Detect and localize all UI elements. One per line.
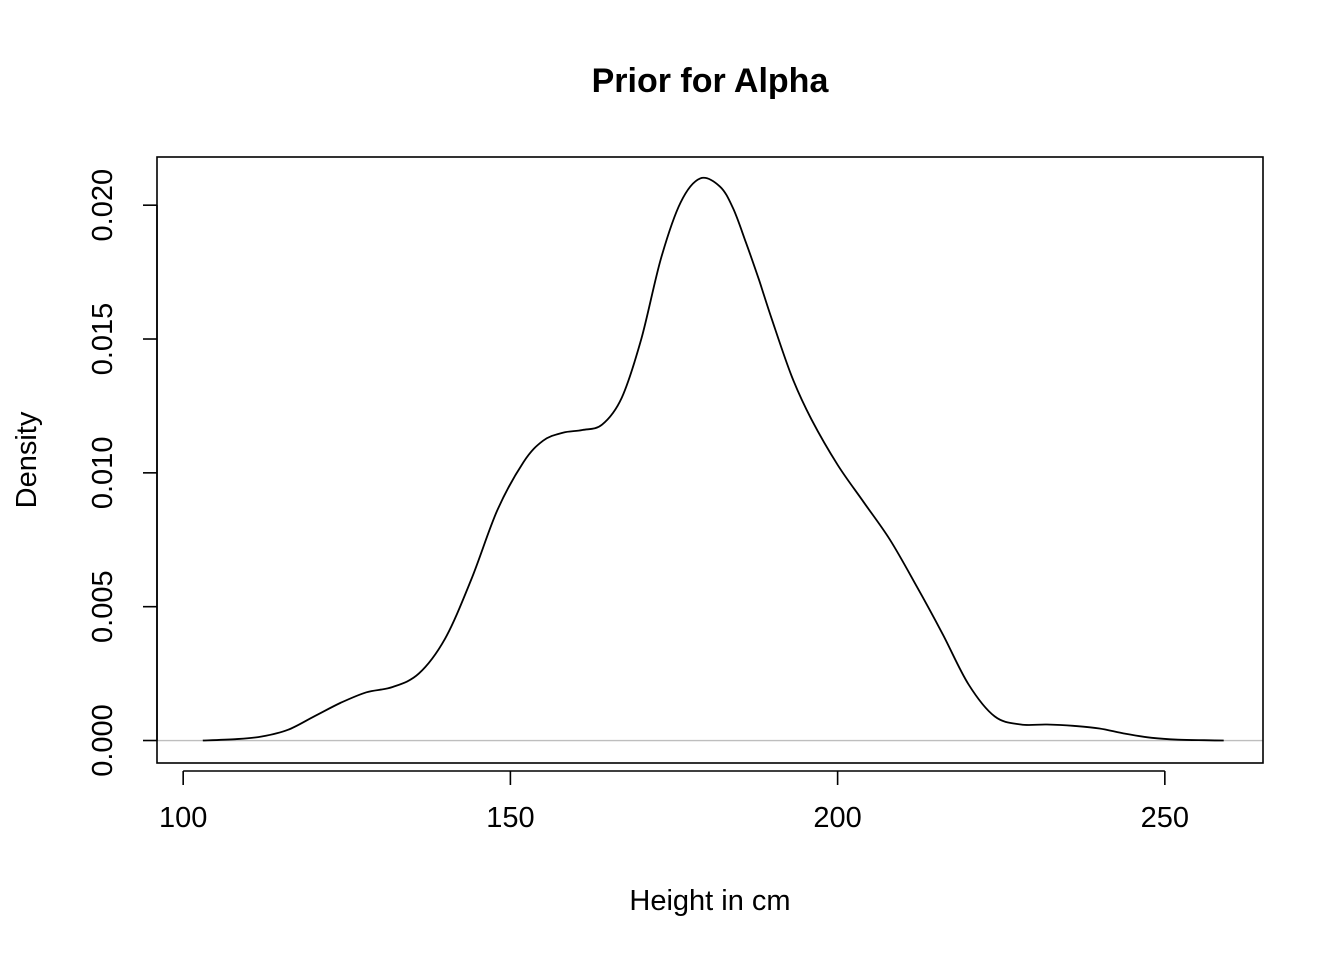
y-tick-label: 0.020 xyxy=(87,169,119,242)
y-tick-label: 0.000 xyxy=(87,704,119,777)
x-axis: 100 150 200 250 xyxy=(159,770,1189,834)
x-tick-label: 100 xyxy=(159,802,207,834)
plot-frame xyxy=(156,156,1264,764)
x-tick-label: 150 xyxy=(486,802,534,834)
y-tick-label: 0.005 xyxy=(87,570,119,643)
y-axis-label: Density xyxy=(11,411,43,508)
y-tick-label: 0.010 xyxy=(87,437,119,510)
density-curve xyxy=(202,176,1224,742)
x-tick-label: 200 xyxy=(813,802,861,834)
y-tick-label: 0.015 xyxy=(87,303,119,376)
x-tick-label: 250 xyxy=(1141,802,1189,834)
y-axis: 0.000 0.005 0.010 0.015 0.020 xyxy=(87,169,158,777)
chart-title: Prior for Alpha xyxy=(592,62,830,100)
x-axis-label: Height in cm xyxy=(629,885,790,917)
